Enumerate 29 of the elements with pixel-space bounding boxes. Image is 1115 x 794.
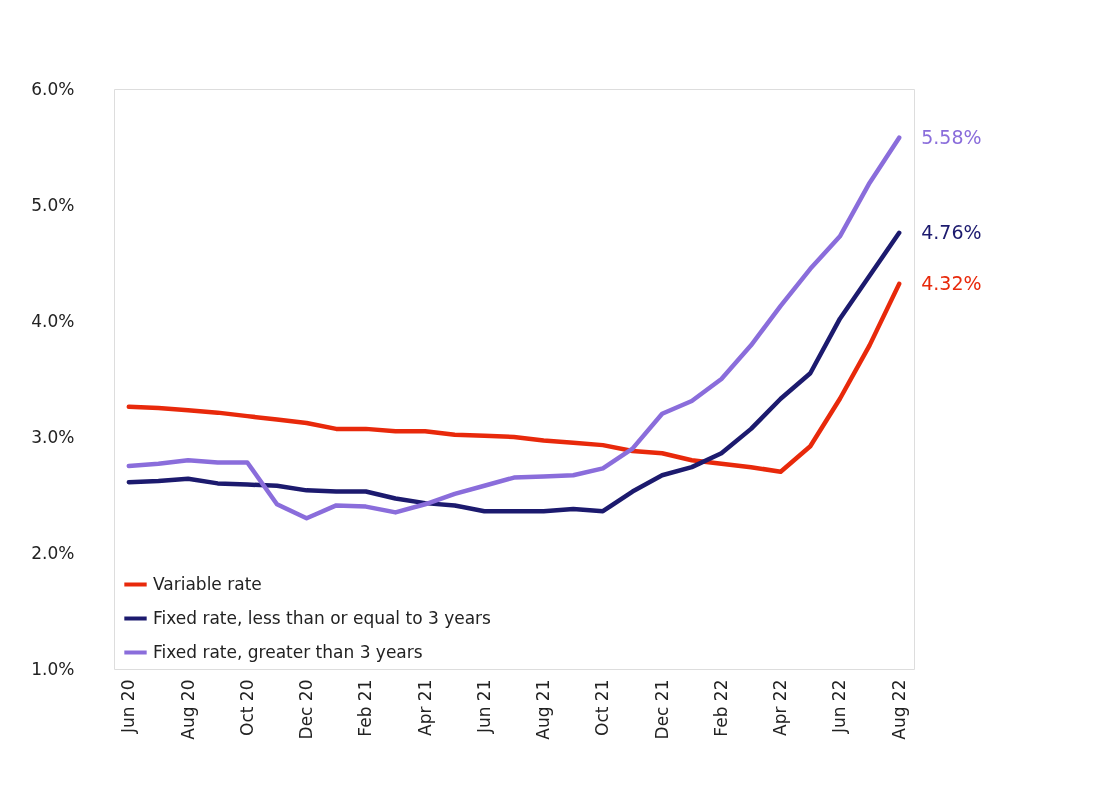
legend-label: Variable rate <box>153 573 262 594</box>
legend-label: Fixed rate, less than or equal to 3 years <box>153 607 492 628</box>
x-tick-label: Dec 21 <box>651 679 672 740</box>
x-tick-label: Oct 21 <box>592 679 613 736</box>
y-tick-label: 4.0% <box>31 310 75 331</box>
x-tick-label: Aug 22 <box>888 679 909 740</box>
x-tick-label: Oct 20 <box>236 679 257 736</box>
legend-label: Fixed rate, greater than 3 years <box>153 641 423 662</box>
x-tick-label: Aug 20 <box>177 679 198 740</box>
y-tick-label: 2.0% <box>31 542 75 563</box>
x-tick-label: Jun 22 <box>829 679 850 735</box>
y-tick-label: 3.0% <box>31 426 75 447</box>
line-series <box>126 281 902 475</box>
y-tick-label: 6.0% <box>31 78 75 99</box>
y-tick-label: 5.0% <box>31 194 75 215</box>
x-tick-label: Feb 22 <box>710 679 731 737</box>
annotation: 4.32% <box>921 271 982 294</box>
x-tick-label: Feb 21 <box>355 679 376 737</box>
annotation: 5.58% <box>921 125 982 148</box>
line-series <box>126 135 902 521</box>
x-tick-label: Apr 22 <box>770 679 791 736</box>
x-tick-label: Dec 20 <box>296 679 317 740</box>
line-series <box>126 230 902 514</box>
x-tick-label: Apr 21 <box>414 679 435 736</box>
x-tick-label: Jun 21 <box>473 679 494 735</box>
x-tick-label: Aug 21 <box>533 679 554 740</box>
y-tick-label: 1.0% <box>31 658 75 679</box>
annotation: 4.76% <box>921 220 982 243</box>
x-tick-label: Jun 20 <box>118 679 139 735</box>
